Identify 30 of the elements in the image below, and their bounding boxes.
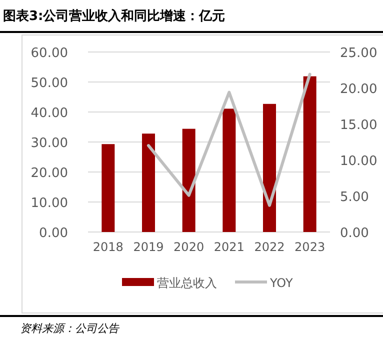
y-tick-label: 20.00 <box>30 166 68 181</box>
bar <box>222 108 236 232</box>
x-tick-label: 2023 <box>294 240 326 254</box>
chart-title: 图表3:公司营业收入和同比增速：亿元 <box>3 8 226 24</box>
x-tick-label: 2019 <box>133 240 164 254</box>
x-tick-label: 2018 <box>92 240 124 254</box>
bar <box>303 76 316 232</box>
y2-tick-label: 10.00 <box>340 154 378 169</box>
text: 资料来源：公司公告 <box>20 322 120 335</box>
y-tick-label: 0.00 <box>39 226 68 241</box>
legend-label: YOY <box>269 276 294 290</box>
bar <box>263 104 276 232</box>
y-tick-label: 60.00 <box>30 46 68 61</box>
y2-tick-label: 25.00 <box>340 46 378 61</box>
y2-tick-label: 20.00 <box>340 82 378 97</box>
bar <box>142 134 155 232</box>
x-tick-label: 2020 <box>174 240 204 254</box>
x-tick-label: 2021 <box>214 240 244 254</box>
y2-tick-label: 0.00 <box>340 226 369 241</box>
line-series <box>147 72 312 207</box>
bar <box>102 144 115 232</box>
legend-label: 营业总收入 <box>157 276 217 290</box>
y-tick-label: 40.00 <box>30 106 68 121</box>
bar <box>182 128 196 232</box>
y2-tick-label: 5.00 <box>340 190 369 205</box>
y-tick-label: 30.00 <box>30 136 68 151</box>
y-tick-label: 10.00 <box>30 196 68 211</box>
y-tick-label: 50.00 <box>30 76 68 91</box>
y2-tick-label: 15.00 <box>340 118 378 133</box>
x-tick-label: 2022 <box>254 240 285 254</box>
